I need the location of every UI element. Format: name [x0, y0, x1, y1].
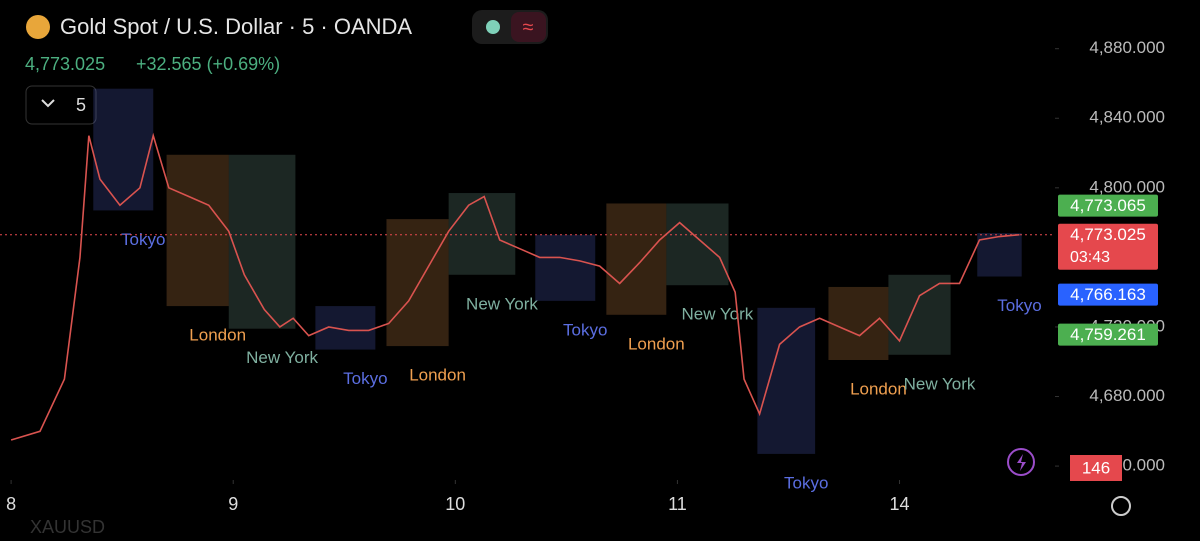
status-wave [511, 12, 546, 42]
price-tag [1058, 283, 1158, 306]
symbol-watermark: XAUUSD [30, 517, 105, 537]
chevron [41, 99, 55, 108]
settings-icon[interactable] [1111, 496, 1131, 516]
session-label: New York [904, 374, 976, 393]
alert-icon[interactable] [1007, 448, 1035, 476]
y-tick-label: 4,880.000 [1089, 38, 1165, 57]
session-label: New York [246, 348, 318, 367]
x-tick-label: 14 [890, 494, 910, 514]
volume-tag [1070, 455, 1122, 481]
change: +32.565 (+0.69%) [136, 54, 280, 74]
status-dot [486, 20, 500, 34]
session-label: Tokyo [563, 320, 607, 339]
y-tick-label: 4,840.000 [1089, 108, 1165, 127]
session-box [386, 219, 449, 347]
session-label: Tokyo [784, 473, 828, 492]
price-tag [1058, 323, 1158, 346]
price-series [10, 132, 1020, 441]
price-tag-timer: 03:43 [1070, 249, 1110, 266]
x-tick-label: 8 [6, 494, 16, 514]
session-box [666, 203, 729, 286]
x-tick-label: 9 [228, 494, 238, 514]
title: Gold Spot / U.S. Dollar · 5 · OANDA [60, 14, 412, 39]
interval-button[interactable] [25, 85, 97, 125]
session-label: Tokyo [343, 369, 387, 388]
session-box [228, 154, 296, 329]
session-label: New York [466, 294, 538, 313]
wave-icon: ≈ [523, 16, 534, 38]
session-label: Tokyo [121, 230, 165, 249]
y-tick-label: 4,680.000 [1089, 386, 1165, 405]
session-label: London [850, 379, 907, 398]
price-tag-label: 4,759.261 [1070, 325, 1146, 344]
session-box [448, 193, 516, 275]
session-box [315, 306, 376, 350]
interval[interactable]: 5 [76, 95, 86, 115]
session-box [757, 307, 816, 454]
price-tag-label: 4,766.163 [1070, 285, 1146, 304]
session-label: Tokyo [997, 296, 1041, 315]
price: 4,773.025 [25, 54, 105, 74]
session-box [93, 88, 154, 211]
volume-tag-label: 146 [1082, 458, 1110, 477]
bolt [1017, 454, 1026, 471]
session-label: London [628, 334, 685, 353]
price-tag [1058, 194, 1158, 217]
y-tick-label: 4,800.000 [1089, 177, 1165, 196]
session-box [977, 233, 1022, 277]
price-tag [1058, 223, 1158, 270]
x-tick-label: 11 [668, 494, 687, 514]
session-box [828, 286, 889, 360]
session-box [606, 203, 667, 315]
session-label: London [409, 366, 466, 385]
price-tag-label: 4,773.025 [1070, 225, 1146, 244]
session-label: London [189, 326, 246, 345]
session-label: New York [681, 305, 753, 324]
logo [26, 15, 50, 39]
session-box [166, 154, 229, 307]
session-box [888, 274, 951, 355]
price-tag-label: 4,773.065 [1070, 196, 1146, 215]
x-tick-label: 10 [445, 494, 465, 514]
session-box [535, 234, 596, 301]
